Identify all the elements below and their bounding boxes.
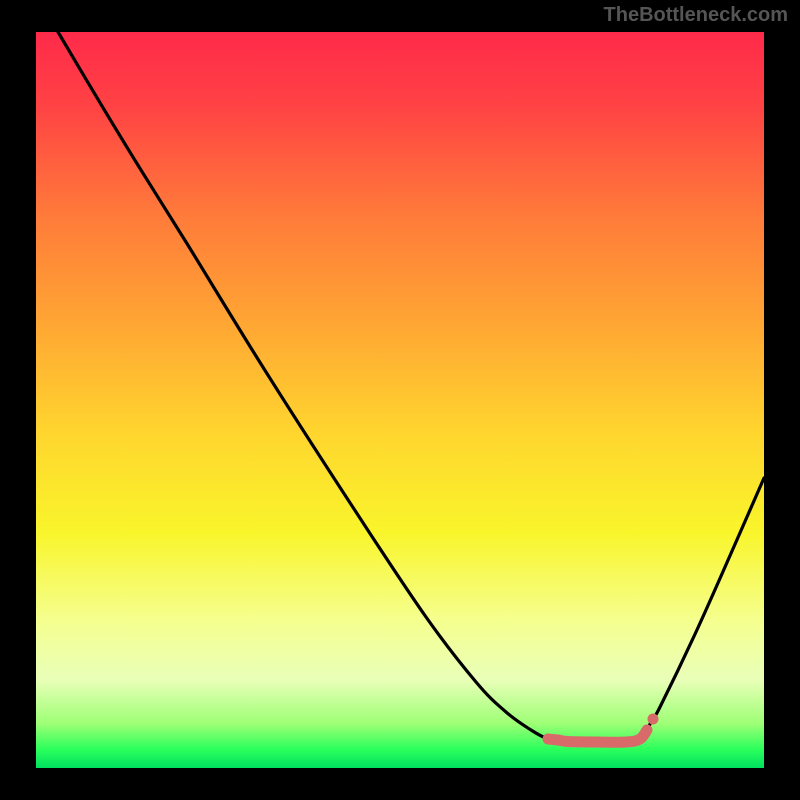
chart-area (36, 32, 764, 768)
dip-marker-dot (648, 714, 659, 725)
watermark-text: TheBottleneck.com (604, 4, 788, 27)
bottleneck-curve (58, 32, 764, 742)
curve-svg (36, 32, 764, 768)
dip-marker-line (548, 730, 647, 742)
